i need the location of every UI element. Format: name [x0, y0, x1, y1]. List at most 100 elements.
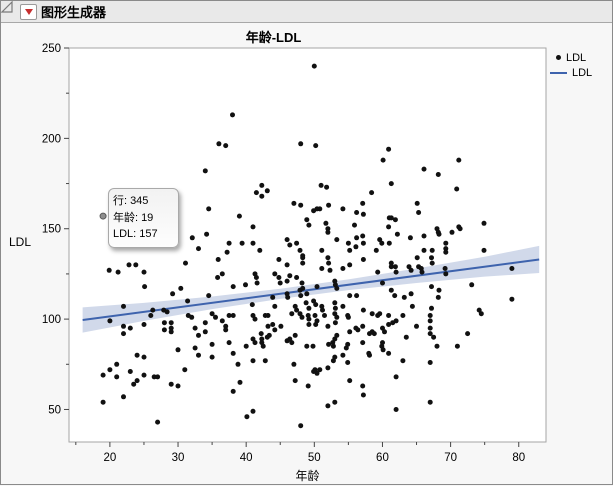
- scatter-point[interactable]: [360, 323, 366, 329]
- scatter-point[interactable]: [313, 143, 319, 149]
- scatter-point[interactable]: [235, 361, 241, 367]
- scatter-point[interactable]: [427, 399, 433, 405]
- scatter-point[interactable]: [178, 285, 184, 291]
- scatter-point[interactable]: [141, 372, 147, 378]
- scatter-point[interactable]: [388, 287, 394, 293]
- scatter-point[interactable]: [393, 318, 399, 324]
- scatter-point[interactable]: [141, 269, 147, 275]
- scatter-point[interactable]: [380, 340, 385, 346]
- scatter-point[interactable]: [250, 240, 256, 246]
- scatter-point[interactable]: [287, 273, 293, 279]
- scatter-point[interactable]: [369, 311, 375, 317]
- scatter-point[interactable]: [320, 307, 325, 313]
- scatter-point[interactable]: [317, 206, 323, 212]
- scatter-point[interactable]: [400, 313, 406, 318]
- scatter-point[interactable]: [298, 202, 304, 208]
- scatter-point[interactable]: [196, 246, 201, 252]
- scatter-point[interactable]: [141, 322, 147, 327]
- scatter-point[interactable]: [298, 293, 304, 299]
- scatter-point[interactable]: [392, 264, 398, 270]
- scatter-point[interactable]: [285, 294, 291, 300]
- scatter-point[interactable]: [284, 237, 290, 243]
- scatter-point[interactable]: [310, 343, 316, 349]
- scatter-point[interactable]: [253, 190, 259, 196]
- scatter-point[interactable]: [202, 329, 208, 335]
- scatter-point[interactable]: [219, 271, 225, 277]
- scatter-point[interactable]: [352, 222, 357, 228]
- scatter-point[interactable]: [252, 316, 258, 322]
- scatter-point[interactable]: [478, 311, 484, 317]
- scatter-point[interactable]: [303, 300, 309, 306]
- scatter-point[interactable]: [204, 231, 210, 237]
- scatter-point[interactable]: [272, 303, 278, 309]
- scatter-point[interactable]: [330, 343, 336, 349]
- scatter-point[interactable]: [148, 313, 154, 318]
- scatter-point[interactable]: [481, 247, 487, 253]
- scatter-point[interactable]: [332, 305, 338, 311]
- scatter-point[interactable]: [168, 381, 174, 387]
- scatter-point[interactable]: [314, 284, 320, 290]
- scatter-point[interactable]: [332, 320, 338, 326]
- scatter-point[interactable]: [326, 260, 332, 266]
- scatter-point[interactable]: [414, 200, 420, 206]
- scatter-point[interactable]: [127, 325, 133, 331]
- scatter-point[interactable]: [277, 280, 283, 286]
- scatter-point[interactable]: [443, 240, 449, 246]
- scatter-point[interactable]: [306, 305, 312, 311]
- scatter-point[interactable]: [224, 249, 230, 255]
- scatter-point[interactable]: [230, 350, 236, 356]
- scatter-point[interactable]: [427, 313, 433, 318]
- scatter-point[interactable]: [347, 262, 353, 268]
- scatter-point[interactable]: [230, 284, 236, 290]
- scatter-point[interactable]: [230, 388, 236, 394]
- scatter-point[interactable]: [434, 343, 440, 349]
- scatter-point[interactable]: [427, 325, 433, 331]
- open-disclosure-icon[interactable]: [1, 1, 17, 19]
- scatter-point[interactable]: [206, 293, 212, 299]
- scatter-point[interactable]: [347, 329, 353, 335]
- scatter-point[interactable]: [427, 331, 433, 337]
- scatter-point[interactable]: [276, 275, 282, 280]
- scatter-point[interactable]: [419, 269, 425, 275]
- scatter-point[interactable]: [291, 200, 297, 206]
- scatter-point[interactable]: [360, 211, 366, 217]
- scatter-point[interactable]: [305, 383, 311, 389]
- scatter-point[interactable]: [340, 266, 346, 271]
- scatter-point[interactable]: [332, 399, 338, 405]
- scatter-point[interactable]: [388, 181, 394, 187]
- scatter-point[interactable]: [262, 358, 268, 364]
- scatter-point[interactable]: [435, 294, 441, 300]
- scatter-point[interactable]: [388, 215, 394, 221]
- scatter-point[interactable]: [216, 141, 222, 147]
- scatter-point[interactable]: [443, 271, 449, 277]
- scatter-point[interactable]: [469, 282, 475, 288]
- scatter-point[interactable]: [360, 257, 366, 262]
- scatter-point[interactable]: [209, 354, 215, 360]
- scatter-point[interactable]: [226, 313, 232, 318]
- scatter-point[interactable]: [206, 206, 212, 212]
- scatter-point[interactable]: [239, 240, 245, 246]
- scatter-point[interactable]: [189, 314, 195, 320]
- scatter-point[interactable]: [264, 188, 270, 194]
- scatter-point[interactable]: [382, 329, 387, 335]
- scatter-point[interactable]: [175, 347, 181, 353]
- scatter-point[interactable]: [340, 206, 346, 212]
- scatter-point[interactable]: [436, 287, 442, 293]
- scatter-point[interactable]: [509, 266, 515, 271]
- scatter-point[interactable]: [427, 360, 433, 365]
- scatter-point[interactable]: [421, 166, 427, 172]
- scatter-point[interactable]: [332, 278, 338, 284]
- red-triangle-menu-button[interactable]: [20, 3, 37, 20]
- scatter-point[interactable]: [345, 341, 351, 347]
- scatter-point[interactable]: [327, 267, 333, 273]
- scatter-point[interactable]: [294, 275, 300, 280]
- scatter-point[interactable]: [369, 190, 375, 196]
- scatter-point[interactable]: [106, 267, 112, 273]
- scatter-point[interactable]: [257, 247, 263, 253]
- scatter-point[interactable]: [355, 327, 361, 333]
- scatter-point[interactable]: [100, 399, 106, 405]
- scatter-point[interactable]: [243, 282, 248, 288]
- scatter-point[interactable]: [155, 374, 161, 380]
- scatter-point[interactable]: [258, 331, 264, 337]
- scatter-point[interactable]: [325, 255, 331, 261]
